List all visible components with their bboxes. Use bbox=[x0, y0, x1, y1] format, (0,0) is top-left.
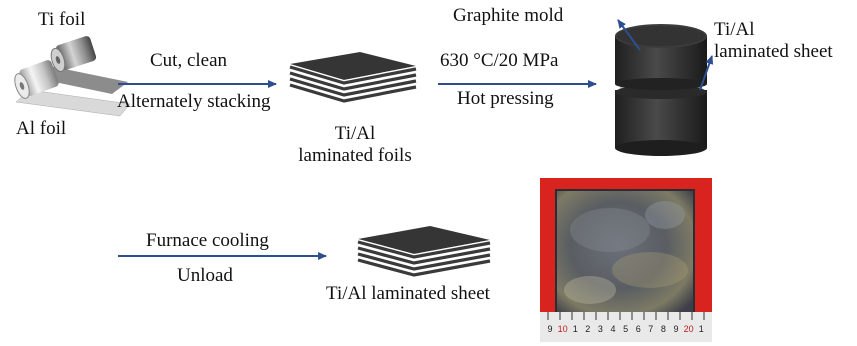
ruler-tick-label: 1 bbox=[699, 324, 704, 334]
arrow-mold-sheet bbox=[699, 55, 714, 91]
foil-rolls-image bbox=[14, 36, 131, 117]
al-foil-label: Al foil bbox=[16, 118, 67, 139]
final-sheet-label: Ti/Al laminated sheet bbox=[326, 283, 490, 304]
ti-foil-roll bbox=[55, 36, 97, 70]
photo-plate bbox=[555, 189, 695, 315]
graphite-mold-label: Graphite mold bbox=[453, 5, 564, 26]
hot-pressing-label: Hot pressing bbox=[457, 88, 554, 109]
al-foil-strip bbox=[15, 89, 131, 117]
ruler-tick-label: 5 bbox=[623, 324, 628, 334]
sheet-photograph: 9 10 1 2 3 4 5 6 7 8 9 20 1 bbox=[540, 178, 712, 342]
ruler-tick-label: 4 bbox=[610, 324, 615, 334]
mold-lower-punch bbox=[615, 90, 707, 148]
laminated-foils-stack bbox=[289, 52, 417, 104]
ruler-tick-label: 9 bbox=[547, 324, 552, 334]
al-foil-roll bbox=[19, 60, 59, 96]
unload-label: Unload bbox=[177, 265, 233, 286]
pressing-conditions-label: 630 °C/20 MPa bbox=[440, 50, 559, 71]
alternately-stacking-label: Alternately stacking bbox=[117, 91, 271, 112]
ruler-tick-label: 6 bbox=[636, 324, 641, 334]
ruler-tick-label: 2 bbox=[585, 324, 590, 334]
ruler-tick-label: 9 bbox=[673, 324, 678, 334]
laminated-foils-label-line1: Ti/Al bbox=[334, 123, 376, 144]
arrow-graphite-mold bbox=[617, 19, 641, 51]
laminated-foils-label-line2: laminated foils bbox=[298, 145, 412, 166]
furnace-cooling-label: Furnace cooling bbox=[146, 230, 269, 251]
cut-clean-label: Cut, clean bbox=[150, 50, 228, 71]
ruler-tick-label: 8 bbox=[661, 324, 666, 334]
final-sheet-stack bbox=[357, 226, 491, 278]
ti-foil-label: Ti foil bbox=[38, 9, 86, 30]
graphite-mold bbox=[615, 24, 707, 156]
ruler-tick-label: 20 bbox=[684, 324, 694, 334]
mold-sheet-label-line2: laminated sheet bbox=[714, 41, 833, 62]
photo-ruler bbox=[540, 312, 712, 342]
mold-sheet-label-line1: Ti/Al bbox=[714, 19, 755, 40]
ruler-tick-label: 1 bbox=[573, 324, 578, 334]
ruler-tick-label: 7 bbox=[648, 324, 653, 334]
ruler-tick-label: 10 bbox=[558, 324, 568, 334]
ruler-tick-label: 3 bbox=[598, 324, 603, 334]
